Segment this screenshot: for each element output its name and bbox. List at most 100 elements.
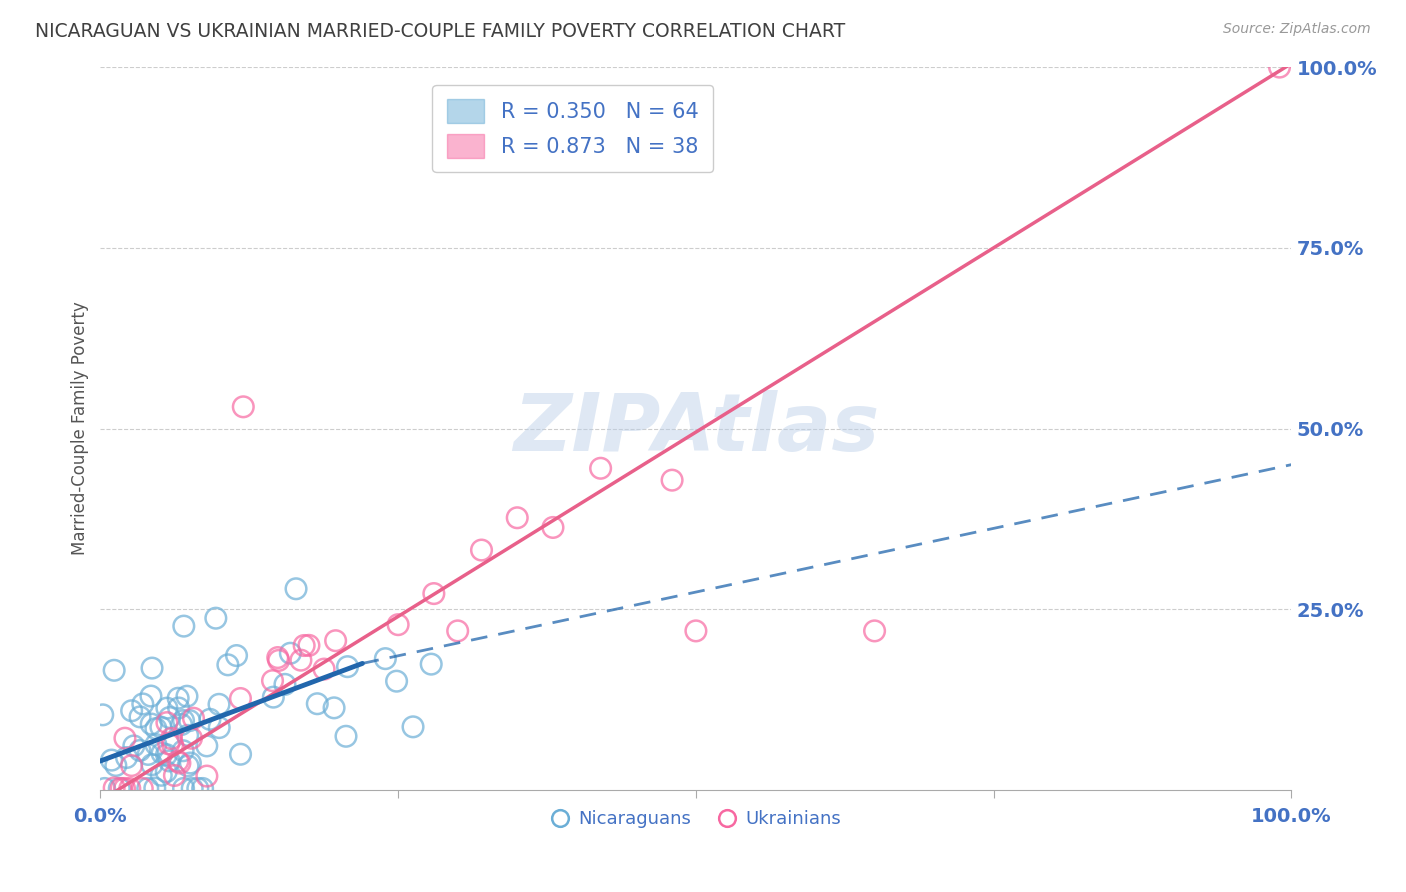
Point	[506, 510, 529, 524]
Point	[115, 750, 138, 764]
Point	[176, 690, 198, 704]
Point	[387, 617, 409, 632]
Point	[177, 759, 200, 773]
Point	[180, 731, 202, 746]
Point	[118, 781, 141, 796]
Point	[91, 707, 114, 722]
Point	[274, 677, 297, 691]
Point	[1268, 60, 1291, 74]
Point	[307, 697, 329, 711]
Point	[198, 712, 221, 726]
Point	[110, 781, 132, 796]
Point	[336, 659, 359, 673]
Point	[447, 624, 470, 638]
Point	[150, 746, 173, 760]
Point	[232, 400, 254, 414]
Point	[155, 747, 177, 762]
Point	[114, 781, 136, 796]
Point	[129, 710, 152, 724]
Point	[103, 780, 125, 795]
Point	[141, 717, 163, 731]
Point	[145, 738, 167, 752]
Point	[103, 663, 125, 677]
Point	[155, 764, 177, 779]
Point	[156, 715, 179, 730]
Point	[267, 653, 290, 667]
Point	[323, 701, 346, 715]
Point	[170, 717, 193, 731]
Point	[225, 648, 247, 663]
Point	[290, 653, 312, 667]
Point	[141, 661, 163, 675]
Point	[93, 781, 115, 796]
Point	[143, 781, 166, 796]
Point	[179, 714, 201, 728]
Point	[470, 543, 492, 558]
Point	[285, 582, 308, 596]
Point	[157, 754, 180, 768]
Point	[167, 754, 190, 768]
Point	[661, 473, 683, 487]
Point	[173, 714, 195, 728]
Point	[139, 689, 162, 703]
Point	[863, 624, 886, 638]
Point	[141, 757, 163, 772]
Point	[100, 753, 122, 767]
Point	[402, 720, 425, 734]
Point	[217, 657, 239, 672]
Point	[167, 701, 190, 715]
Point	[298, 639, 321, 653]
Point	[156, 701, 179, 715]
Point	[114, 731, 136, 746]
Point	[195, 769, 218, 783]
Point	[132, 697, 155, 711]
Point	[108, 781, 131, 796]
Point	[191, 781, 214, 796]
Point	[262, 690, 284, 705]
Point	[195, 739, 218, 753]
Point	[267, 650, 290, 665]
Point	[176, 728, 198, 742]
Point	[172, 744, 194, 758]
Point	[145, 722, 167, 736]
Point	[181, 781, 204, 796]
Point	[325, 633, 347, 648]
Point	[163, 768, 186, 782]
Point	[335, 729, 357, 743]
Point	[136, 747, 159, 762]
Point	[229, 747, 252, 762]
Point	[169, 756, 191, 770]
Y-axis label: Married-Couple Family Poverty: Married-Couple Family Poverty	[72, 301, 89, 556]
Text: NICARAGUAN VS UKRAINIAN MARRIED-COUPLE FAMILY POVERTY CORRELATION CHART: NICARAGUAN VS UKRAINIAN MARRIED-COUPLE F…	[35, 22, 845, 41]
Point	[173, 781, 195, 796]
Point	[149, 720, 172, 734]
Text: Source: ZipAtlas.com: Source: ZipAtlas.com	[1223, 22, 1371, 37]
Point	[385, 674, 408, 689]
Point	[122, 739, 145, 753]
Point	[173, 619, 195, 633]
Point	[160, 731, 183, 746]
Point	[208, 721, 231, 735]
Point	[159, 710, 181, 724]
Point	[121, 704, 143, 718]
Point	[262, 673, 284, 688]
Point	[292, 639, 315, 653]
Point	[229, 691, 252, 706]
Point	[129, 743, 152, 757]
Point	[157, 737, 180, 751]
Point	[312, 662, 335, 676]
Point	[167, 691, 190, 706]
Point	[104, 758, 127, 772]
Legend: Nicaraguans, Ukrainians: Nicaraguans, Ukrainians	[544, 803, 848, 835]
Point	[150, 768, 173, 782]
Point	[131, 781, 153, 796]
Point	[187, 781, 209, 796]
Point	[208, 698, 231, 712]
Text: ZIPAtlas: ZIPAtlas	[513, 390, 879, 467]
Point	[205, 611, 228, 625]
Point	[589, 461, 612, 475]
Point	[162, 738, 184, 752]
Point	[136, 781, 159, 796]
Point	[121, 758, 143, 772]
Point	[541, 520, 564, 534]
